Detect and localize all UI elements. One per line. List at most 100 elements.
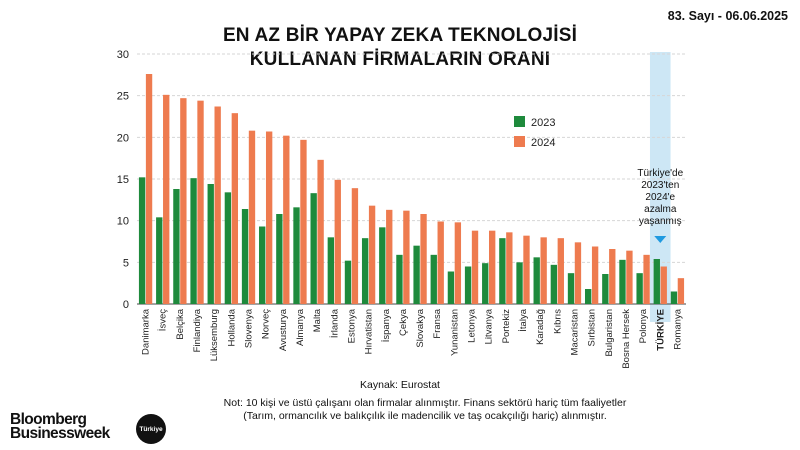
bar-2024 (454, 222, 462, 304)
bar-2024 (197, 100, 204, 305)
x-tick-label: Almanya (295, 308, 306, 346)
x-tick-label: Bosna Hersek (621, 309, 632, 369)
bar-2024 (334, 179, 341, 304)
chart-background (649, 52, 671, 322)
legend-swatch-2024 (514, 136, 525, 147)
x-tick-label: Estonya (346, 308, 357, 343)
bar-2023 (310, 193, 317, 304)
y-tick-label: 0 (123, 299, 129, 311)
bar-2024 (214, 106, 221, 304)
bar-2024 (317, 159, 324, 304)
bar-2023 (482, 263, 489, 304)
bar-2023 (499, 238, 506, 304)
x-tick-label: Belçika (175, 308, 186, 339)
bar-2024 (403, 210, 410, 304)
legend-swatch-2023 (514, 116, 525, 127)
bar-2024 (368, 205, 376, 304)
x-tick-label: Kıbrıs (552, 309, 563, 334)
callout-text-line: 2023'ten (641, 180, 679, 191)
bar-2023 (293, 207, 300, 304)
bar-2023 (550, 264, 558, 304)
bar-2023 (361, 238, 369, 304)
bar-2023 (224, 192, 232, 304)
x-tick-label: Avusturya (278, 308, 289, 351)
x-tick-label: Fransa (432, 308, 443, 338)
bar-2024 (540, 237, 547, 304)
brand-line-1: Bloomberg (10, 411, 87, 428)
bar-2023 (276, 214, 283, 304)
bar-2024 (283, 135, 290, 304)
bar-chart: 0 5 10 15 20 25 30 Danimarka İsveç Belçika Finlan… (117, 49, 686, 369)
bar-2023 (584, 289, 592, 304)
bar-2023 (241, 209, 249, 304)
x-tick-label: Slovakya (415, 308, 426, 347)
footnote-line-1: Not: 10 kişi ve üstü çalışanı olan firma… (223, 397, 627, 409)
bar-2023 (207, 184, 214, 304)
brand-badge: Türkiye (136, 414, 166, 444)
x-tick-label: Polonya (638, 308, 649, 343)
bar-2023 (327, 237, 334, 304)
bar-2023 (533, 257, 540, 304)
bar-2023 (670, 291, 678, 304)
bar-2023 (138, 177, 146, 304)
bar-2024 (660, 266, 667, 304)
bar-2024 (248, 130, 256, 304)
bar-2024 (300, 139, 307, 304)
brand-logo: Bloomberg Businessweek (10, 411, 110, 442)
x-axis-labels: Danimarka İsveç Belçika Finlandiya Lüksembur… (141, 308, 684, 368)
bar-2023 (156, 217, 163, 304)
x-tick-label: Sırbistan (587, 309, 598, 347)
callout-text-line: azalma (644, 204, 677, 215)
brand-line-2: Businessweek (10, 425, 110, 442)
bars (138, 74, 685, 305)
x-tick-label: Portekiz (501, 309, 512, 344)
bar-2024 (677, 278, 685, 304)
bar-2023 (259, 226, 266, 304)
legend-label-2023: 2023 (531, 117, 555, 129)
y-tick-label: 30 (117, 49, 129, 61)
bar-2023 (413, 245, 420, 304)
y-tick-label: 20 (117, 132, 129, 144)
bar-2024 (471, 230, 479, 304)
x-tick-label: Litvanya (484, 308, 495, 344)
bar-2024 (386, 209, 393, 304)
x-tick-label: Finlandiya (192, 308, 203, 352)
callout-text-line: yaşanmış (639, 216, 682, 227)
y-axis-ticks: 0 5 10 15 20 25 30 (117, 49, 129, 311)
x-tick-label: İsveç (158, 309, 169, 331)
bar-2023 (464, 266, 472, 304)
bar-2024 (351, 188, 359, 304)
x-tick-label: Norveç (261, 309, 272, 339)
bar-2023 (173, 189, 180, 304)
x-tick-label: TÜRKİYE (655, 309, 666, 351)
down-arrow-icon (654, 236, 667, 243)
bar-2023 (516, 262, 523, 304)
legend: 2023 2024 (514, 116, 555, 149)
x-tick-label: Çekya (398, 308, 409, 336)
bar-2023 (379, 227, 386, 304)
x-tick-label: Hırvatistan (364, 309, 375, 354)
x-tick-label: Hollanda (226, 308, 237, 346)
bar-2024 (437, 221, 444, 304)
bar-2023 (653, 259, 660, 304)
bar-2024 (557, 238, 564, 304)
y-tick-label: 5 (123, 257, 129, 269)
bar-2024 (231, 113, 239, 305)
legend-label-2024: 2024 (531, 137, 555, 149)
bar-2024 (643, 254, 650, 304)
issue-label: 83. Sayı - 06.06.2025 (667, 9, 788, 23)
bar-2024 (591, 246, 599, 304)
bar-2024 (626, 250, 633, 304)
x-tick-label: Lüksemburg (209, 309, 220, 361)
bar-2023 (619, 259, 626, 304)
bar-2024 (420, 214, 427, 304)
footnote-line-2: (Tarım, ormancılık ve balıkçılık ile mad… (243, 410, 607, 422)
highlight-band (649, 52, 671, 322)
x-tick-label: Malta (312, 308, 323, 332)
bar-2023 (430, 254, 437, 304)
x-tick-label: Slovenya (244, 308, 255, 348)
chart-title-line-1: EN AZ BİR YAPAY ZEKA TEKNOLOJİSİ (222, 25, 578, 46)
bar-2023 (190, 178, 197, 304)
bar-2024 (574, 242, 582, 304)
